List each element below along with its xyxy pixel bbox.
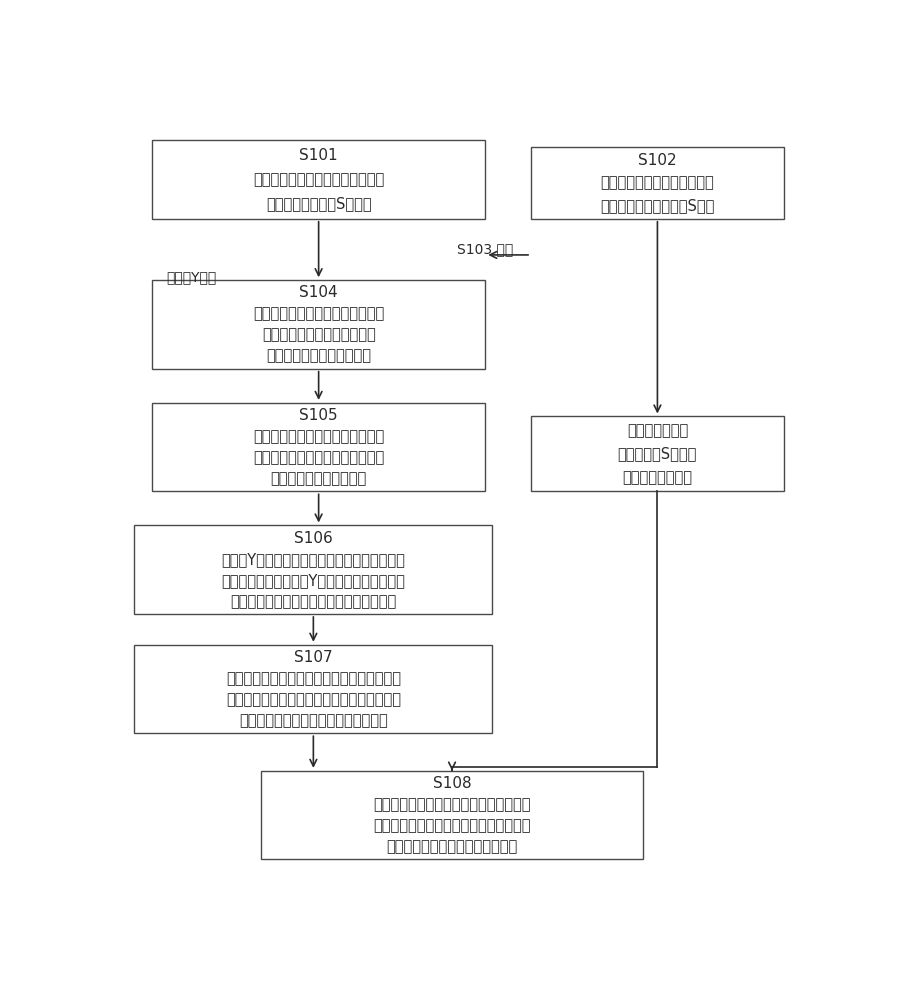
Text: 利用人工神经网络技术分别对所述电流源、电: 利用人工神经网络技术分别对所述电流源、电 bbox=[226, 671, 400, 686]
Text: 、短路结构S参数的: 、短路结构S参数的 bbox=[618, 446, 697, 461]
FancyBboxPatch shape bbox=[531, 147, 784, 219]
Text: S105: S105 bbox=[299, 408, 338, 423]
Text: S102: S102 bbox=[638, 153, 677, 168]
Text: 去嵌的开路、短路结构S参数: 去嵌的开路、短路结构S参数 bbox=[601, 198, 715, 213]
Text: 外部等效寄生参数: 外部等效寄生参数 bbox=[622, 470, 692, 485]
Text: 根据模型所需精度确定多项式拟合: 根据模型所需精度确定多项式拟合 bbox=[253, 429, 384, 444]
Text: S103 去嵌: S103 去嵌 bbox=[458, 242, 514, 256]
Text: 做关于角频率的多项式展开: 做关于角频率的多项式展开 bbox=[266, 349, 371, 364]
Text: 式模型对所述电流源与电荷源进行拟合: 式模型对所述电流源与电荷源进行拟合 bbox=[239, 713, 388, 728]
Text: S101: S101 bbox=[299, 148, 338, 163]
Text: 到各阶电流源；对所述Y参数虚部与角频率之商: 到各阶电流源；对所述Y参数虚部与角频率之商 bbox=[221, 573, 405, 588]
Text: 荷源和非线性元件进行训练；或者使用经验公: 荷源和非线性元件进行训练；或者使用经验公 bbox=[226, 692, 400, 707]
Text: 测量晶体管在多个温度以及多个静: 测量晶体管在多个温度以及多个静 bbox=[253, 172, 384, 187]
Text: 封装形成所述晶体管的大信号模型: 封装形成所述晶体管的大信号模型 bbox=[387, 839, 517, 854]
Text: 实部进行关于角频率的多项式展开: 实部进行关于角频率的多项式展开 bbox=[253, 306, 384, 321]
Text: 测量与所述晶体管对应的用于: 测量与所述晶体管对应的用于 bbox=[601, 176, 714, 191]
FancyBboxPatch shape bbox=[152, 140, 486, 219]
Text: 的阶数进而确定所述晶体管模型所: 的阶数进而确定所述晶体管模型所 bbox=[253, 450, 384, 465]
Text: S104: S104 bbox=[299, 285, 338, 300]
Text: 源导入电路仿真软件，添加外部寄生参数: 源导入电路仿真软件，添加外部寄生参数 bbox=[373, 818, 531, 833]
Text: 需电流源与电荷源的阶数: 需电流源与电荷源的阶数 bbox=[271, 471, 367, 486]
Text: 态偏置下的窄脉冲S参数值: 态偏置下的窄脉冲S参数值 bbox=[265, 197, 371, 212]
Text: S107: S107 bbox=[294, 650, 333, 665]
FancyBboxPatch shape bbox=[152, 403, 486, 491]
FancyBboxPatch shape bbox=[531, 416, 784, 491]
FancyBboxPatch shape bbox=[261, 771, 643, 859]
Text: 的多项式展开系数进行积分得到各阶电荷源: 的多项式展开系数进行积分得到各阶电荷源 bbox=[230, 594, 397, 609]
FancyBboxPatch shape bbox=[134, 525, 493, 614]
Text: 对所述Y参数实部的多项式展开系数进行积分得: 对所述Y参数实部的多项式展开系数进行积分得 bbox=[221, 552, 405, 567]
Text: 提取出开路结构: 提取出开路结构 bbox=[627, 423, 688, 438]
Text: S108: S108 bbox=[433, 776, 471, 791]
FancyBboxPatch shape bbox=[152, 280, 486, 369]
Text: 虚部与角频率对应相除之后再: 虚部与角频率对应相除之后再 bbox=[262, 327, 375, 342]
FancyBboxPatch shape bbox=[134, 645, 493, 733]
Text: 将训练或拟合好的所述各阶电流源与电荷: 将训练或拟合好的所述各阶电流源与电荷 bbox=[373, 797, 531, 812]
Text: S106: S106 bbox=[294, 531, 333, 546]
Text: 转化为Y参数: 转化为Y参数 bbox=[166, 270, 217, 284]
